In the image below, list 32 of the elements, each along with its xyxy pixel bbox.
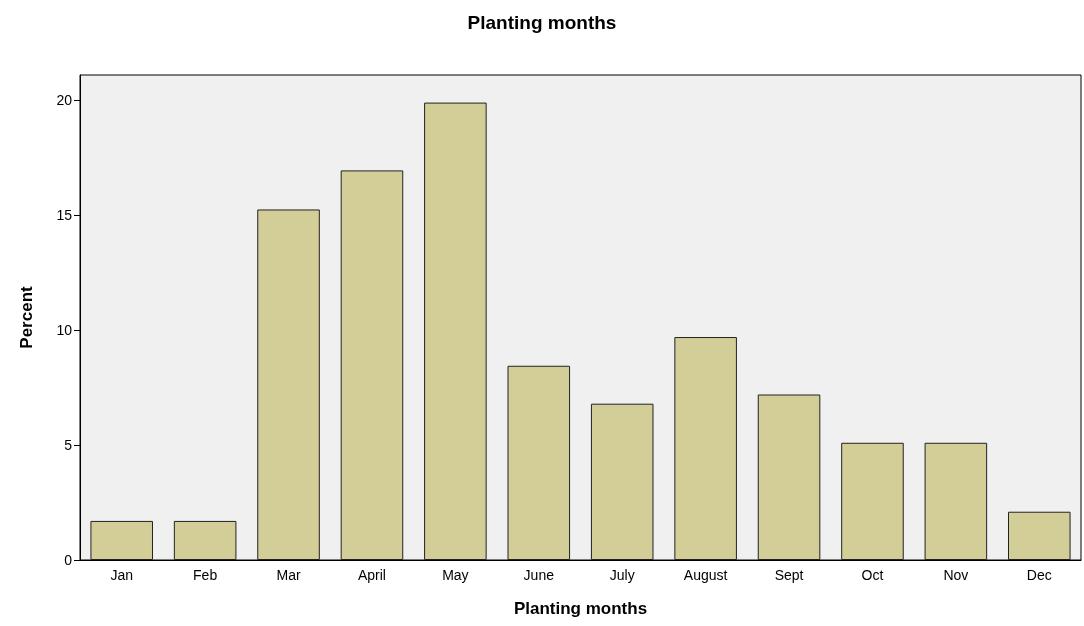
y-tick-label: 15 [56, 207, 73, 224]
x-tick-label: August [683, 567, 728, 583]
x-tick-label: Dec [1026, 567, 1052, 583]
bar [507, 365, 571, 560]
x-tick-label: April [357, 567, 386, 583]
bar [841, 442, 904, 560]
bar [1008, 511, 1071, 560]
x-tick-label: Mar [276, 567, 301, 583]
bar [757, 394, 821, 560]
y-axis-title: Percent [17, 285, 36, 349]
y-tick-label: 20 [56, 92, 73, 109]
x-tick-label: Sept [774, 567, 804, 583]
x-tick-label: Oct [861, 567, 884, 583]
x-tick-label: Jan [110, 567, 133, 583]
bar [424, 102, 487, 560]
y-tick-label: 10 [56, 322, 73, 339]
bar [90, 520, 153, 560]
bar [173, 520, 237, 560]
bar [924, 442, 988, 560]
x-tick-label: July [609, 567, 635, 583]
y-tick-label: 0 [64, 552, 73, 568]
bar [340, 170, 404, 560]
x-tick-label: May [442, 567, 469, 583]
x-tick-label: Nov [943, 567, 969, 583]
x-tick-label: June [523, 567, 555, 583]
x-axis-title: Planting months [513, 599, 648, 618]
bar [590, 403, 654, 560]
x-tick-label: Feb [193, 567, 218, 583]
bar [674, 337, 737, 560]
chart-title: Planting months [467, 12, 617, 33]
y-tick-label: 5 [64, 437, 73, 454]
bar [257, 209, 320, 560]
